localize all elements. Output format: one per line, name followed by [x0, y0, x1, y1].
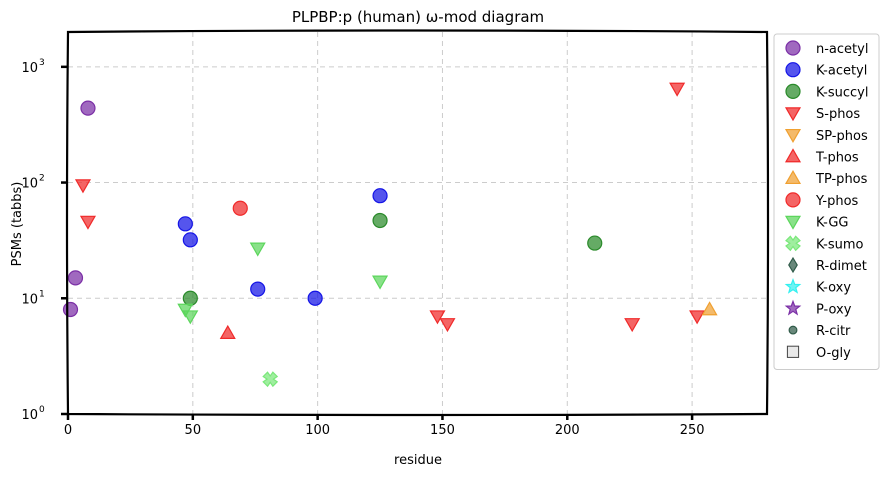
data-point-k-gg	[372, 275, 389, 290]
x-tick-label: 250	[680, 423, 705, 438]
data-point-n-acetyl	[62, 301, 79, 318]
legend-label-sp-phos: SP-phos	[816, 129, 868, 144]
data-point-s-phos	[624, 318, 641, 333]
data-point-k-succyl	[372, 212, 388, 229]
data-points	[62, 82, 718, 388]
legend-marker-tp-phos	[784, 169, 802, 185]
data-point-k-succyl	[587, 235, 603, 251]
data-point-k-succyl	[182, 290, 198, 306]
legend-label-k-succyl: K-succyl	[816, 85, 868, 100]
legend-marker-k-gg	[784, 215, 802, 230]
data-point-n-acetyl	[67, 270, 84, 286]
x-axis-label: residue	[394, 453, 442, 468]
legend-label-k-acetyl: K-acetyl	[816, 64, 867, 79]
y-tick-label: 10	[21, 177, 38, 192]
y-tick-exponent: 3	[39, 58, 45, 68]
data-point-k-acetyl	[177, 216, 193, 232]
data-point-s-phos	[429, 310, 446, 325]
data-point-k-acetyl	[182, 232, 198, 248]
legend-marker-k-acetyl	[785, 62, 801, 78]
y-tick-exponent: 1	[39, 289, 45, 299]
x-axis-ticks: 0 50 100 150 200 250	[64, 414, 705, 438]
legend: n-acetyl K-acetyl K-succyl S-phos SP-phos T-p…	[773, 33, 880, 370]
y-tick-label: 10	[21, 61, 38, 76]
legend-label-t-phos: T-phos	[815, 151, 859, 166]
x-tick-label: 50	[185, 423, 202, 438]
legend-label-tp-phos: TP-phos	[815, 172, 868, 187]
legend-label-r-dimet: R-dimet	[816, 259, 867, 274]
data-point-t-phos	[219, 324, 236, 339]
data-point-k-acetyl	[372, 188, 388, 204]
data-point-y-phos	[232, 200, 248, 216]
legend-marker-o-gly	[786, 345, 800, 358]
y-axis-label: PSMs (tabbs)	[10, 182, 25, 267]
data-point-tp-phos	[701, 301, 718, 316]
legend-marker-k-succyl	[785, 83, 801, 100]
y-tick-exponent: 2	[39, 174, 45, 184]
data-point-k-acetyl	[307, 290, 323, 306]
y-tick-label: 10	[21, 408, 38, 423]
x-tick-label: 200	[555, 423, 580, 438]
data-point-s-phos	[74, 179, 92, 194]
legend-marker-t-phos	[784, 148, 802, 163]
data-point-k-gg	[249, 242, 266, 257]
y-tick-label: 10	[21, 292, 38, 307]
legend-marker-p-oxy	[784, 299, 802, 316]
chart-title: PLPBP:p (human) ω-mod diagram	[292, 8, 544, 26]
legend-label-s-phos: S-phos	[816, 107, 860, 122]
legend-marker-k-sumo	[785, 235, 801, 252]
data-point-s-phos	[79, 215, 97, 230]
x-tick-label: 100	[305, 423, 330, 438]
y-tick-exponent: 0	[39, 405, 45, 415]
data-point-n-acetyl	[80, 100, 96, 116]
legend-label-p-oxy: P-oxy	[816, 302, 852, 317]
legend-marker-s-phos	[784, 107, 802, 122]
grid-lines	[68, 32, 767, 414]
data-point-k-acetyl	[250, 281, 266, 297]
legend-label-o-gly: O-gly	[816, 346, 851, 361]
legend-label-k-gg: K-GG	[816, 216, 848, 231]
legend-marker-n-acetyl	[785, 40, 801, 56]
legend-marker-k-oxy	[784, 277, 802, 294]
x-tick-label: 150	[430, 423, 455, 438]
data-point-k-sumo	[262, 371, 279, 388]
legend-box	[773, 33, 880, 370]
data-point-s-phos	[439, 318, 456, 333]
legend-label-k-sumo: K-sumo	[816, 237, 864, 252]
data-point-s-phos	[689, 310, 706, 325]
data-point-k-gg	[182, 310, 199, 325]
x-tick-label: 0	[64, 423, 72, 438]
legend-marker-sp-phos	[784, 128, 802, 144]
legend-label-k-oxy: K-oxy	[816, 281, 851, 296]
legend-marker-r-dimet	[788, 256, 798, 274]
plot-frame	[65, 29, 770, 417]
legend-label-y-phos: Y-phos	[815, 194, 859, 209]
legend-marker-y-phos	[785, 192, 801, 208]
legend-label-r-citr: R-citr	[816, 324, 851, 339]
data-point-s-phos	[669, 82, 686, 97]
legend-marker-r-citr	[788, 325, 798, 335]
legend-label-n-acetyl: n-acetyl	[816, 42, 868, 57]
